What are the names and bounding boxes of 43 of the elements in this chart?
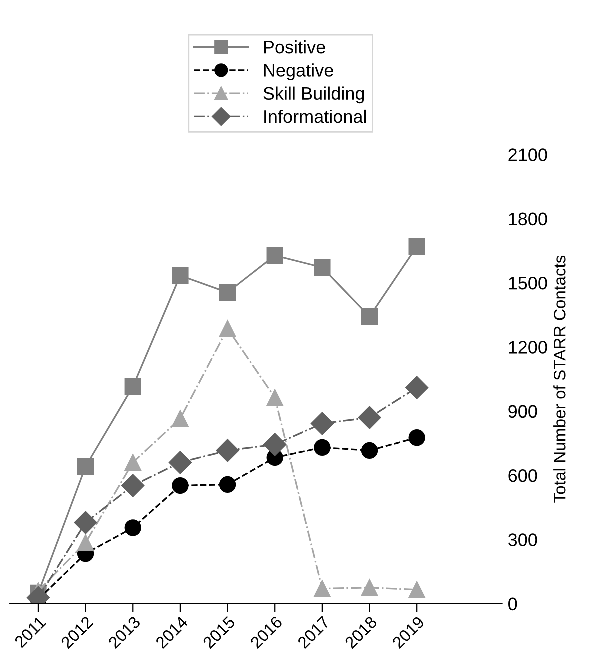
legend-label: Negative (264, 64, 334, 80)
point (216, 439, 240, 462)
point (124, 454, 142, 472)
point (74, 511, 98, 534)
y-tick-label: 900 (508, 405, 538, 418)
legend-label: Positive (264, 40, 326, 54)
point (361, 579, 378, 596)
y-axis-title: Total Number of STARR Contacts (554, 256, 566, 503)
point (358, 406, 382, 430)
point (264, 433, 287, 456)
y-tick-label: 0 (508, 598, 518, 611)
point (361, 442, 378, 460)
point (408, 430, 426, 446)
point (408, 582, 426, 598)
point (77, 458, 94, 476)
y-tick-label: 1500 (509, 276, 548, 290)
point (314, 580, 331, 598)
point (219, 476, 236, 494)
point (168, 451, 192, 474)
point (219, 284, 236, 301)
y-tick-label: 1800 (509, 212, 548, 226)
y-tick-label: 300 (508, 534, 538, 546)
y-tick-label: 2100 (508, 148, 548, 162)
point (314, 259, 331, 276)
point (310, 412, 334, 436)
legend-label: Informational (264, 110, 366, 124)
point (361, 308, 378, 326)
point (172, 477, 189, 494)
y-tick-label: 600 (508, 469, 538, 482)
point (172, 267, 189, 284)
y-tick-label: 1200 (509, 341, 548, 354)
legend-label: Skill Building (264, 86, 364, 104)
point (124, 378, 142, 396)
point (406, 376, 429, 400)
point (219, 320, 236, 338)
point (314, 439, 331, 456)
point (77, 534, 94, 552)
point (266, 390, 284, 406)
point (266, 247, 284, 264)
point (408, 238, 426, 256)
point (124, 520, 142, 536)
point (122, 474, 145, 498)
point (172, 410, 189, 428)
